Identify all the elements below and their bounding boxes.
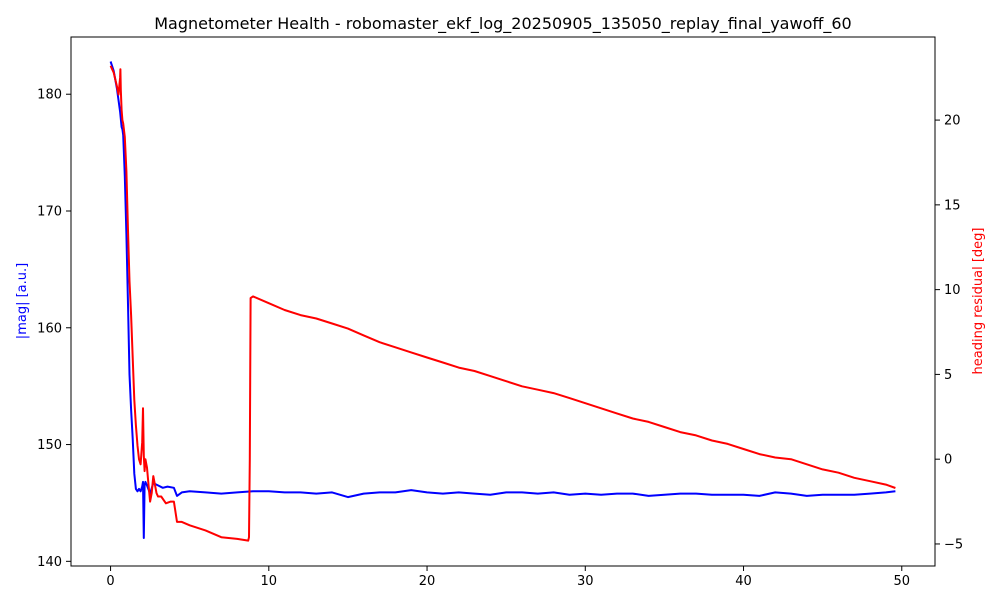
right-y-tick-label: 5 [944,368,952,383]
plot-lines [109,61,896,542]
left-y-axis: 140 150 160 170 180 [37,88,71,570]
left-y-tick-label: 140 [37,555,62,570]
left-y-axis-label: |mag| [a.u.] [15,263,30,339]
x-tick-label: 0 [106,574,114,589]
right-y-axis-label: heading residual [deg] [971,228,986,375]
right-y-tick-label: 10 [944,283,961,298]
right-y-axis: −5 0 5 10 15 20 [935,114,963,552]
x-axis: 0 10 20 30 40 50 [106,566,910,589]
right-y-tick-label: 15 [944,198,961,213]
plot-frame [70,36,936,567]
right-y-tick-label: −5 [944,537,963,552]
series-line-heading-residual [109,65,896,542]
right-y-tick-label: 20 [944,114,961,129]
left-y-tick-label: 150 [37,438,62,453]
right-y-tick-label: 0 [944,453,952,468]
x-tick-label: 40 [735,574,752,589]
chart-title: Magnetometer Health - robomaster_ekf_log… [154,14,851,34]
left-y-tick-label: 170 [37,204,62,219]
left-y-tick-label: 180 [37,88,62,103]
series-line-mag [109,61,896,539]
x-tick-label: 10 [261,574,278,589]
x-tick-label: 20 [419,574,436,589]
left-y-tick-label: 160 [37,321,62,336]
x-tick-label: 50 [893,574,910,589]
x-tick-label: 30 [577,574,594,589]
